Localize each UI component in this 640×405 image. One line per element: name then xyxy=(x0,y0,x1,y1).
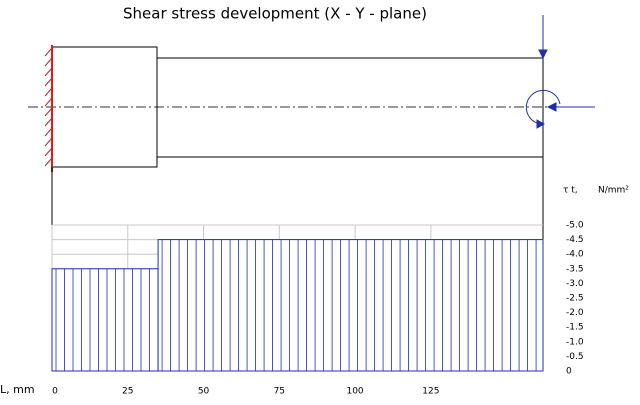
chart-title: Shear stress development (X - Y - plane) xyxy=(123,5,427,23)
bar xyxy=(157,239,544,372)
shaft-section xyxy=(156,57,544,158)
x-tick-label: 125 xyxy=(422,387,439,397)
x-tick-label: 100 xyxy=(346,387,363,397)
arrow-head xyxy=(536,119,546,129)
y-tick-label: -4.0 xyxy=(566,250,584,260)
support-hatch xyxy=(44,47,53,167)
shaft xyxy=(28,15,595,371)
y-tick-label: -2.0 xyxy=(566,308,584,318)
x-tick-label: 25 xyxy=(122,387,133,397)
y-tick-label: -4.5 xyxy=(566,235,584,245)
moment-arrow xyxy=(525,89,561,125)
bar xyxy=(51,268,159,372)
y-tick-label: -1.0 xyxy=(566,337,584,347)
y-tick-label: -3.5 xyxy=(566,264,584,274)
y-tick-label: 0 xyxy=(566,367,572,377)
y-tick-label: -2.5 xyxy=(566,294,584,304)
y-tick-label: -5.0 xyxy=(566,221,584,231)
x-tick-label: 50 xyxy=(198,387,210,397)
arrow-head xyxy=(538,49,548,60)
x-tick-label: 75 xyxy=(274,387,285,397)
x-tick-label: 0 xyxy=(52,387,58,397)
y-label: τ t, xyxy=(563,186,578,196)
arrow-head xyxy=(546,102,557,112)
x-label: L, mm xyxy=(0,383,35,396)
y-unit: N/mm² xyxy=(598,186,629,196)
y-tick-label: -1.5 xyxy=(566,323,584,333)
y-tick-label: -3.0 xyxy=(566,279,584,289)
y-tick-label: -0.5 xyxy=(566,352,584,362)
